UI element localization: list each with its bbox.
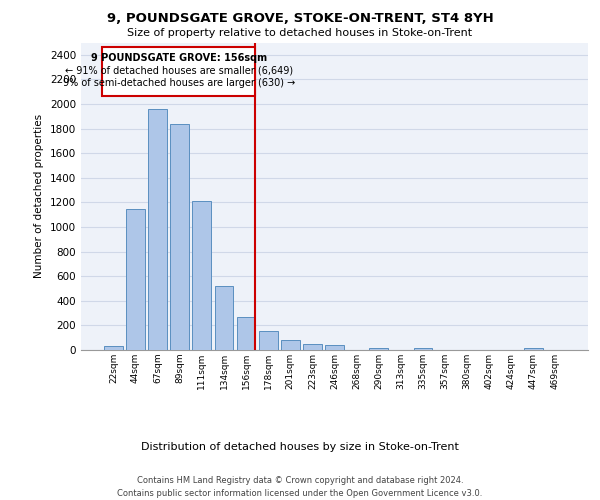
Bar [126, 208, 145, 350]
Y-axis label: Number of detached properties: Number of detached properties [34, 114, 44, 278]
Text: Size of property relative to detached houses in Stoke-on-Trent: Size of property relative to detached ho… [127, 28, 473, 38]
Bar [193, 200, 211, 350]
Text: Distribution of detached houses by size in Stoke-on-Trent: Distribution of detached houses by size … [141, 442, 459, 452]
Text: Contains HM Land Registry data © Crown copyright and database right 2024.
Contai: Contains HM Land Registry data © Crown c… [118, 476, 482, 498]
Bar [325, 345, 344, 350]
Bar [103, 48, 256, 96]
Bar [104, 346, 123, 350]
Bar [259, 331, 278, 350]
Bar [303, 344, 322, 350]
Bar [281, 340, 299, 350]
Text: 9, POUNDSGATE GROVE, STOKE-ON-TRENT, ST4 8YH: 9, POUNDSGATE GROVE, STOKE-ON-TRENT, ST4… [107, 12, 493, 26]
Bar [148, 109, 167, 350]
Text: 9% of semi-detached houses are larger (630) →: 9% of semi-detached houses are larger (6… [63, 78, 295, 88]
Bar [170, 124, 189, 350]
Bar [370, 348, 388, 350]
Text: ← 91% of detached houses are smaller (6,649): ← 91% of detached houses are smaller (6,… [65, 66, 293, 76]
Bar [236, 318, 256, 350]
Bar [524, 348, 543, 350]
Bar [413, 348, 433, 350]
Text: 9 POUNDSGATE GROVE: 156sqm: 9 POUNDSGATE GROVE: 156sqm [91, 54, 267, 64]
Bar [215, 286, 233, 350]
